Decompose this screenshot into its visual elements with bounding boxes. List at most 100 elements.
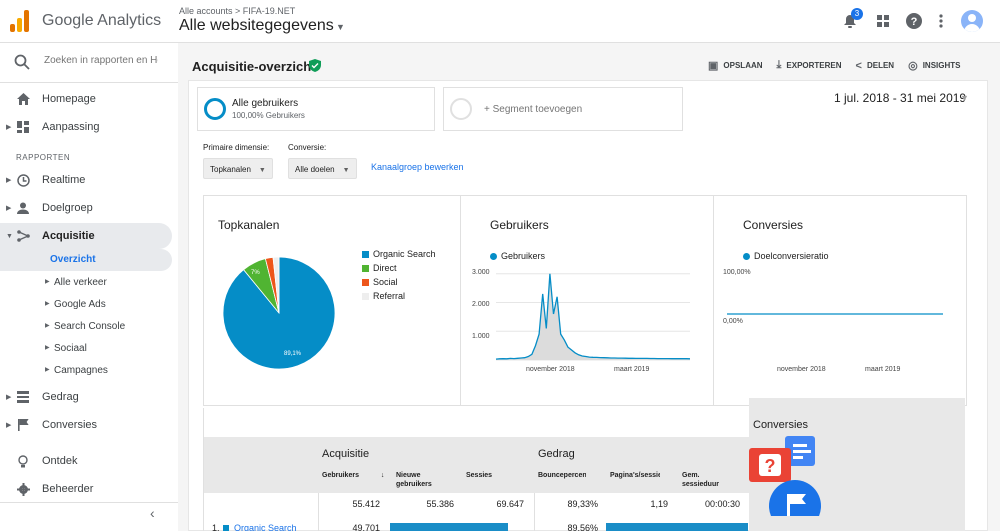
edit-channel-grouping-link[interactable]: Kanaalgroep bewerken — [371, 162, 464, 172]
row-users: 49.701 — [352, 523, 380, 531]
top-bar: Google Analytics Alle accounts > FIFA-19… — [0, 0, 1000, 43]
save-button[interactable]: ▣ OPSLAAN — [708, 59, 763, 72]
sidebar-subitem-overview[interactable]: Overzicht — [0, 249, 172, 271]
sidebar-item-realtime[interactable]: ▶ Realtime — [0, 167, 172, 193]
expand-arrow-icon[interactable]: ▶ — [45, 345, 50, 351]
sidebar-item-label: Gedrag — [42, 391, 79, 403]
sidebar-subitem-label: Campagnes — [54, 365, 108, 376]
date-caret-icon[interactable]: ▼ — [960, 93, 969, 103]
sidebar-item-conversions[interactable]: ▶ Conversies — [0, 412, 172, 438]
collapse-sidebar-icon[interactable]: ‹ — [150, 505, 155, 521]
expand-arrow-icon[interactable]: ▶ — [45, 301, 50, 307]
conversion-line-chart[interactable] — [723, 264, 949, 364]
conversion-select[interactable]: Alle doelen ▼ — [288, 158, 357, 179]
top-channels-panel: Topkanalen 89,1% 7% Organic Search Direc… — [204, 196, 461, 405]
expand-arrow-icon[interactable]: ▶ — [6, 205, 12, 212]
search-icon — [14, 54, 30, 70]
apps-icon[interactable] — [874, 12, 892, 30]
legend-organic-search[interactable]: Organic Search — [362, 249, 436, 259]
legend-swatch — [362, 292, 369, 300]
col-bounce-rate[interactable]: Bouncepercentage — [538, 472, 586, 479]
sidebar-subitem-label: Alle verkeer — [54, 277, 107, 288]
expand-arrow-icon[interactable]: ▶ — [6, 177, 12, 184]
sidebar-item-discover[interactable]: Ontdek — [0, 448, 172, 474]
col-sessions[interactable]: Sessies — [466, 472, 493, 479]
share-button[interactable]: < DELEN — [856, 59, 895, 72]
account-crumb[interactable]: Alle accounts — [179, 6, 233, 16]
primary-dimension-select[interactable]: Topkanalen ▼ — [203, 158, 273, 179]
expand-arrow-icon[interactable]: ▶ — [6, 422, 12, 429]
sidebar-item-label: Realtime — [42, 174, 86, 186]
help-icon[interactable]: ? — [905, 12, 923, 30]
users-series-line[interactable] — [495, 273, 691, 360]
legend-direct[interactable]: Direct — [362, 263, 397, 273]
channel-link-organic-search[interactable]: Organic Search — [234, 523, 297, 531]
y-tick: 1.000 — [472, 333, 490, 340]
sidebar-subitem-google-ads[interactable]: ▶ Google Ads — [0, 294, 172, 316]
date-range-picker[interactable]: 1 jul. 2018 - 31 mei 2019 — [834, 91, 967, 105]
more-vert-icon[interactable] — [932, 12, 950, 30]
sidebar-item-audience[interactable]: ▶ Doelgroep — [0, 195, 172, 221]
search-input[interactable] — [44, 55, 158, 66]
verified-shield-icon — [309, 59, 321, 72]
sidebar-subitem-all-traffic[interactable]: ▶ Alle verkeer — [0, 272, 172, 294]
export-button[interactable]: ⤓ EXPORTEREN — [777, 59, 842, 72]
chevron-down-icon: ▼ — [342, 167, 350, 174]
expand-arrow-icon[interactable]: ▶ — [45, 279, 50, 285]
bell-icon[interactable]: 3 — [841, 8, 863, 30]
dashboard-icon — [16, 120, 30, 134]
add-segment-button[interactable]: + Segment toevoegen — [443, 87, 683, 131]
segment-color-icon — [204, 98, 226, 120]
top-channels-pie-chart[interactable] — [214, 248, 344, 378]
sidebar-item-homepage[interactable]: Homepage — [0, 86, 172, 112]
users-share-bar — [390, 523, 509, 531]
view-caret-icon[interactable]: ▼ — [336, 22, 345, 32]
collapse-arrow-icon[interactable]: ▼ — [6, 232, 13, 240]
legend-label: Direct — [373, 263, 397, 273]
sidebar-subitem-social[interactable]: ▶ Sociaal — [0, 338, 172, 360]
analytics-logo-icon[interactable] — [10, 10, 30, 32]
avatar[interactable] — [961, 10, 983, 32]
expand-arrow-icon[interactable]: ▶ — [45, 367, 50, 373]
total-pages-per-session: 1,19 — [650, 499, 668, 509]
legend-referral[interactable]: Referral — [362, 291, 405, 301]
main-content: Acquisitie-overzicht ▣ OPSLAAN ⤓ EXPORTERE… — [178, 43, 1000, 531]
legend-swatch — [362, 250, 369, 258]
sidebar-item-acquisition[interactable]: ▼ Acquisitie — [0, 223, 172, 249]
legend-label: Social — [373, 277, 398, 287]
legend-goal-conversion-rate[interactable]: Doelconversieratio — [743, 251, 829, 261]
col-pages-per-session[interactable]: Pagina's/sessie — [610, 472, 660, 479]
sidebar-subitem-campaigns[interactable]: ▶ Campagnes — [0, 360, 172, 382]
col-users[interactable]: Gebruikers ↓ — [322, 471, 384, 480]
save-icon: ▣ — [708, 60, 719, 72]
insights-icon: ◎ — [908, 60, 918, 72]
pie-slice-referral[interactable] — [272, 256, 280, 314]
segment-all-users[interactable]: Alle gebruikers 100,00% Gebruikers — [197, 87, 435, 131]
svg-text:?: ? — [765, 456, 776, 476]
sidebar-item-behavior[interactable]: ▶ Gedrag — [0, 384, 172, 410]
app-name[interactable]: Google Analytics — [42, 12, 162, 29]
legend-dot — [743, 252, 750, 260]
expand-arrow-icon[interactable]: ▶ — [45, 323, 50, 329]
view-selector[interactable]: Alle websitegegevens — [179, 17, 334, 34]
users-area-chart[interactable] — [470, 264, 696, 364]
sidebar-item-customization[interactable]: ▶ Aanpassing — [0, 114, 172, 140]
conversion-label: Conversie: — [288, 143, 327, 152]
behavior-icon — [16, 390, 30, 404]
insights-button[interactable]: ◎ INSIGHTS — [908, 59, 960, 72]
col-avg-session-duration[interactable]: Gem. sessieduur — [682, 472, 719, 488]
users-panel: Gebruikers Gebruikers 3.000 2.000 1.000 … — [462, 196, 714, 405]
legend-users[interactable]: Gebruikers — [490, 251, 545, 261]
expand-arrow-icon[interactable]: ▶ — [6, 124, 12, 131]
pie-slice-organic-search[interactable] — [222, 256, 336, 370]
sidebar-subitem-search-console[interactable]: ▶ Search Console — [0, 316, 172, 338]
x-tick: november 2018 — [526, 366, 575, 373]
account-breadcrumb[interactable]: Alle accounts > FIFA-19.NET — [179, 6, 296, 16]
total-bounce-rate: 89,33% — [567, 499, 598, 509]
sidebar-item-admin[interactable]: Beheerder — [0, 476, 172, 502]
col-new-users[interactable]: Nieuwe gebruikers — [396, 472, 432, 488]
chart-title: Gebruikers — [490, 218, 549, 232]
expand-arrow-icon[interactable]: ▶ — [6, 394, 12, 401]
legend-social[interactable]: Social — [362, 277, 398, 287]
property-crumb[interactable]: FIFA-19.NET — [242, 6, 296, 16]
